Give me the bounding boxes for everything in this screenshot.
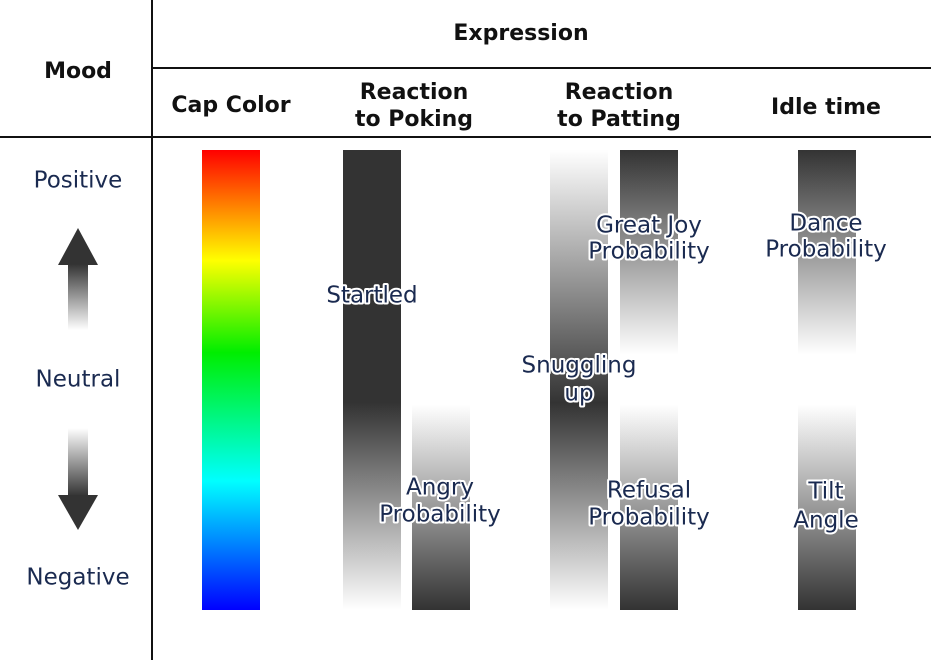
gradient-bar	[620, 150, 678, 355]
header-expression: Expression	[453, 21, 588, 46]
column-header: Reaction	[565, 80, 674, 105]
bar-label: Dance	[789, 211, 862, 237]
mood-label: Positive	[34, 168, 123, 194]
bar-label: Tilt	[807, 479, 843, 505]
mood-label: Negative	[26, 565, 129, 591]
cap-color-bar	[202, 150, 260, 610]
bar-label: Great Joy	[596, 213, 702, 239]
column-header: to Patting	[557, 107, 681, 132]
column-header: Reaction	[360, 80, 469, 105]
column-header: to Poking	[355, 107, 473, 132]
bar-label: Probability	[379, 502, 501, 528]
bar-label: Startled	[326, 283, 417, 309]
gradient-bar	[343, 150, 401, 610]
bar-label: Snuggling	[522, 353, 637, 379]
column-header: Cap Color	[171, 93, 290, 118]
column-header: Idle time	[771, 95, 881, 120]
bar-label: up	[564, 381, 593, 407]
header-mood: Mood	[44, 59, 112, 84]
gradient-bar	[412, 405, 470, 610]
mood-label: Neutral	[36, 367, 121, 393]
bar-label: Probability	[588, 505, 710, 531]
gradient-bar	[620, 405, 678, 610]
gradient-bar	[798, 150, 856, 355]
bar-label: Refusal	[607, 478, 691, 504]
down-arrow	[58, 428, 98, 530]
bar-label: Angry	[406, 475, 474, 501]
gradient-bar	[798, 405, 856, 610]
bar-label: Probability	[588, 239, 710, 265]
bar-label: Angle	[793, 508, 858, 534]
bar-label: Probability	[765, 237, 887, 263]
gradient-bar	[550, 150, 608, 610]
up-arrow	[58, 228, 98, 330]
